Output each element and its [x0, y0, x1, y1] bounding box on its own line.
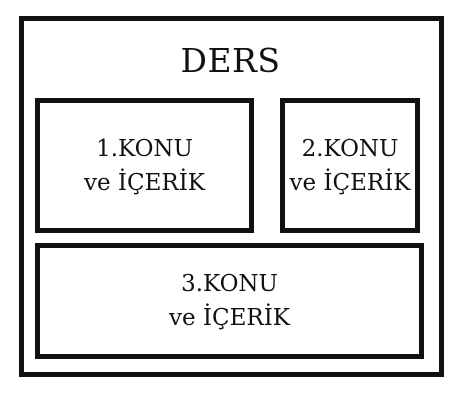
- topic-box-1: 1.KONU ve İÇERİK: [35, 98, 254, 233]
- topic-box-2: 2.KONU ve İÇERİK: [280, 98, 420, 233]
- diagram-title: DERS: [180, 41, 281, 80]
- topic-3-label: 3.KONU: [181, 271, 278, 297]
- topic-3-content: ve İÇERİK: [169, 305, 290, 331]
- topic-box-3: 3.KONU ve İÇERİK: [35, 243, 424, 359]
- topic-2-label: 2.KONU: [301, 135, 399, 162]
- topic-1-content: ve İÇERİK: [84, 169, 205, 196]
- topic-2-content: ve İÇERİK: [289, 169, 411, 196]
- topic-1-label: 1.KONU: [96, 135, 193, 162]
